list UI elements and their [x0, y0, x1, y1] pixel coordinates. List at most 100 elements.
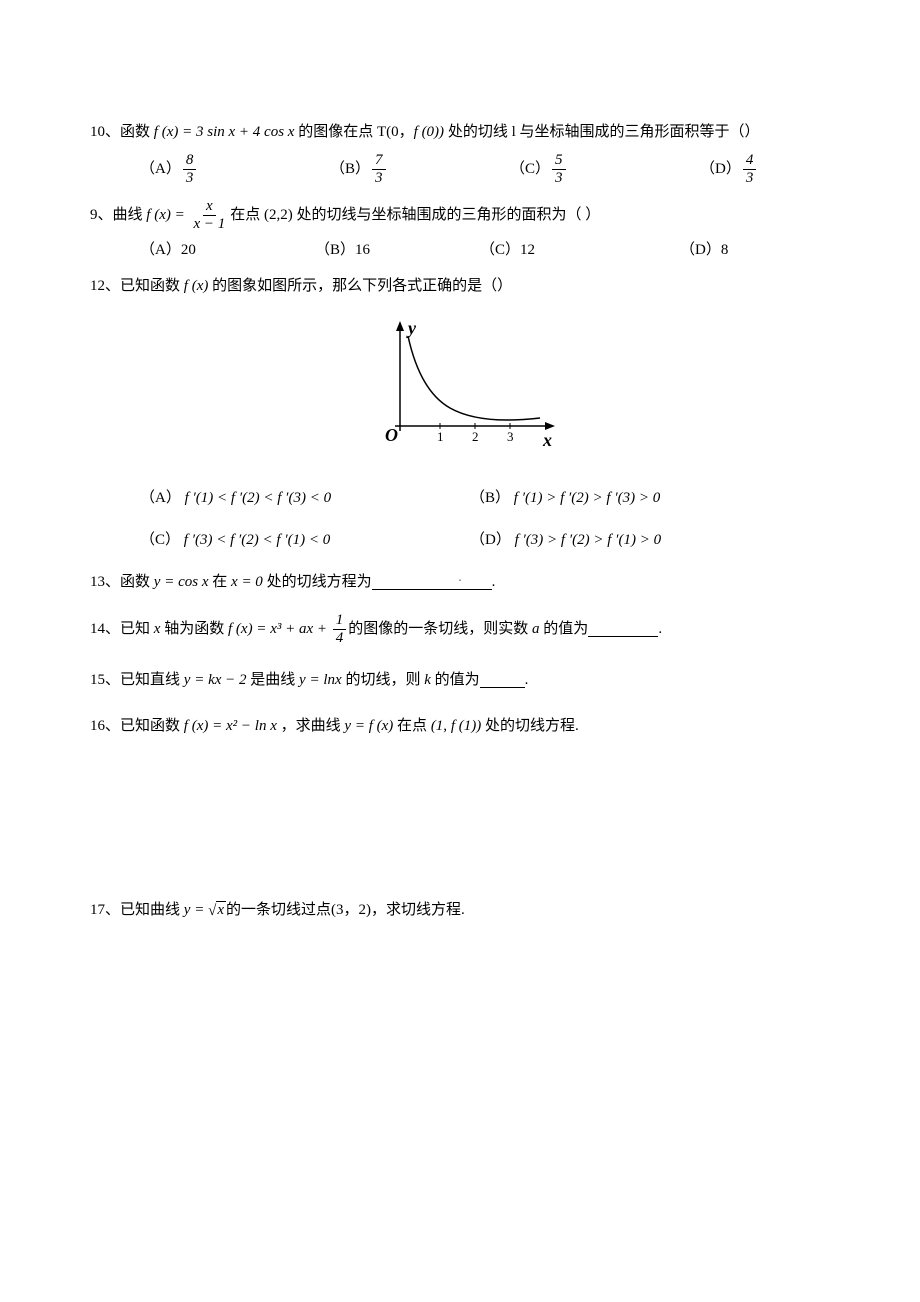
q13-pre: 函数	[120, 570, 150, 594]
q12-opt-d[interactable]: （D） f ′(3) > f ′(2) > f ′(1) > 0	[470, 528, 800, 552]
opt-expr: f ′(1) < f ′(2) < f ′(3) < 0	[185, 490, 331, 506]
q16-fx: f (x) = x² − ln x	[180, 714, 281, 738]
q9-mid: 在点 (2,2) 处的切线与坐标轴围成的三角形的面积为（ ）	[230, 203, 600, 227]
q12-pre: 已知函数	[120, 274, 180, 298]
q10-opt-a[interactable]: （A） 83	[140, 152, 330, 186]
opt-label: （B）	[330, 157, 370, 181]
q10-options: （A） 83 （B） 73 （C） 53 （D） 43	[90, 152, 830, 186]
q10-opt-d[interactable]: （D） 43	[700, 152, 758, 186]
y-axis-label: y	[406, 318, 417, 338]
q14-a: a	[528, 617, 543, 641]
q13-post: 处的切线方程为	[267, 570, 372, 594]
q14-fx: f (x) = x³ + ax +	[224, 617, 331, 641]
q14-pre: 已知	[120, 617, 150, 641]
opt-label: （A）	[140, 157, 181, 181]
fraction: 73	[372, 152, 386, 186]
q15-curve: y = lnx	[295, 668, 345, 692]
q12-fx: f (x)	[180, 274, 212, 298]
q16-yfx: y = f (x)	[341, 714, 397, 738]
q9-opt-d[interactable]: （D）8	[680, 238, 728, 262]
question-15: 15、 已知直线 y = kx − 2 是曲线 y = lnx 的切线，则 k …	[90, 668, 830, 692]
q10-f0: f (0))	[414, 120, 448, 144]
q16-number: 16、	[90, 714, 120, 738]
q17-stem: 17、 已知曲线 y = x 的一条切线过点(3，2)，求切线方程.	[90, 898, 830, 922]
x-axis-label: x	[542, 430, 552, 450]
q17-mid: 的一条切线过点(3，2)，求切线方程.	[226, 898, 465, 922]
tick-2: 2	[472, 429, 479, 444]
q14-number: 14、	[90, 617, 120, 641]
tick-1: 1	[437, 429, 444, 444]
question-13: 13、 函数 y = cos x 在 x = 0 处的切线方程为 .	[90, 570, 830, 594]
q9-options: （A）20 （B）16 （C）12 （D）8	[90, 238, 830, 262]
q16-mid1: ，求曲线	[281, 714, 341, 738]
q9-number: 9、	[90, 203, 113, 227]
q13-stem: 13、 函数 y = cos x 在 x = 0 处的切线方程为 .	[90, 570, 830, 594]
q10-post: 处的切线 l 与坐标轴围成的三角形面积等于（）	[448, 120, 760, 144]
opt-label: （D）	[700, 157, 741, 181]
q10-fx: f (x) = 3 sin x + 4 cos x	[150, 120, 298, 144]
question-16: 16、 已知函数 f (x) = x² − ln x ，求曲线 y = f (x…	[90, 714, 830, 738]
opt-label: （D）	[470, 532, 511, 548]
q16-post: 处的切线方程.	[485, 714, 579, 738]
fraction: 43	[743, 152, 757, 186]
q9-fraction: xx − 1	[191, 198, 229, 232]
origin-label: O	[385, 425, 398, 445]
q14-blank[interactable]	[588, 622, 658, 637]
q13-number: 13、	[90, 570, 120, 594]
q13-blank[interactable]	[372, 575, 492, 590]
q15-tail: .	[525, 668, 529, 692]
opt-expr: f ′(1) > f ′(2) > f ′(3) > 0	[514, 490, 660, 506]
fraction: 83	[183, 152, 197, 186]
q13-mid: 在	[212, 570, 227, 594]
q16-stem: 16、 已知函数 f (x) = x² − ln x ，求曲线 y = f (x…	[90, 714, 830, 738]
q14-tail: .	[658, 617, 662, 641]
q12-opt-b[interactable]: （B） f ′(1) > f ′(2) > f ′(3) > 0	[470, 486, 800, 510]
q15-mid1: 是曲线	[250, 668, 295, 692]
q15-stem: 15、 已知直线 y = kx − 2 是曲线 y = lnx 的切线，则 k …	[90, 668, 830, 692]
question-12: 12、 已知函数 f (x) 的图象如图所示，那么下列各式正确的是（） y O …	[90, 274, 830, 552]
q15-line: y = kx − 2	[180, 668, 250, 692]
q14-mid3: 的值为	[543, 617, 588, 641]
q10-stem: 10、 函数 f (x) = 3 sin x + 4 cos x 的图像在点 T…	[90, 120, 830, 144]
q15-pre: 已知直线	[120, 668, 180, 692]
q13-tail: .	[492, 570, 496, 594]
q12-number: 12、	[90, 274, 120, 298]
q12-opt-c[interactable]: （C） f ′(3) < f ′(2) < f ′(1) < 0	[140, 528, 470, 552]
question-17: 17、 已知曲线 y = x 的一条切线过点(3，2)，求切线方程.	[90, 898, 830, 922]
q12-options: （A） f ′(1) < f ′(2) < f ′(3) < 0 （B） f ′…	[90, 486, 830, 552]
q9-opt-a[interactable]: （A）20	[140, 238, 315, 262]
q17-y: y =	[180, 898, 208, 922]
q9-opt-c[interactable]: （C）12	[480, 238, 680, 262]
q17-sqrt: x	[208, 898, 226, 922]
q12-graph: y O 1 2 3 x	[90, 316, 830, 464]
q16-pre: 已知函数	[120, 714, 180, 738]
q14-fraction: 14	[333, 612, 347, 646]
q10-opt-b[interactable]: （B） 73	[330, 152, 510, 186]
q15-number: 15、	[90, 668, 120, 692]
opt-expr: f ′(3) < f ′(2) < f ′(1) < 0	[184, 532, 330, 548]
question-14: 14、 已知 x 轴为函数 f (x) = x³ + ax + 14 的图像的一…	[90, 612, 830, 646]
opt-expr: f ′(3) > f ′(2) > f ′(1) > 0	[515, 532, 661, 548]
question-10: 10、 函数 f (x) = 3 sin x + 4 cos x 的图像在点 T…	[90, 120, 830, 186]
q10-pre: 函数	[120, 120, 150, 144]
q12-stem: 12、 已知函数 f (x) 的图象如图所示，那么下列各式正确的是（）	[90, 274, 830, 298]
q9-stem: 9、 曲线 f (x) = xx − 1 在点 (2,2) 处的切线与坐标轴围成…	[90, 198, 830, 232]
tick-3: 3	[507, 429, 514, 444]
q17-pre: 已知曲线	[120, 898, 180, 922]
q16-mid2: 在点	[397, 714, 427, 738]
q10-mid: 的图像在点 T(0，	[298, 120, 413, 144]
q10-opt-c[interactable]: （C） 53	[510, 152, 700, 186]
q14-mid1: 轴为函数	[164, 617, 224, 641]
graph-svg: y O 1 2 3 x	[350, 316, 570, 456]
question-9: 9、 曲线 f (x) = xx − 1 在点 (2,2) 处的切线与坐标轴围成…	[90, 198, 830, 262]
q15-mid2: 的切线，则	[345, 668, 420, 692]
q14-stem: 14、 已知 x 轴为函数 f (x) = x³ + ax + 14 的图像的一…	[90, 612, 830, 646]
q17-number: 17、	[90, 898, 120, 922]
q9-opt-b[interactable]: （B）16	[315, 238, 480, 262]
opt-label: （C）	[140, 532, 180, 548]
q15-blank[interactable]	[480, 673, 525, 688]
q12-post: 的图象如图所示，那么下列各式正确的是（）	[212, 274, 512, 298]
q12-opt-a[interactable]: （A） f ′(1) < f ′(2) < f ′(3) < 0	[140, 486, 470, 510]
q9-pre: 曲线	[113, 203, 143, 227]
q10-number: 10、	[90, 120, 120, 144]
